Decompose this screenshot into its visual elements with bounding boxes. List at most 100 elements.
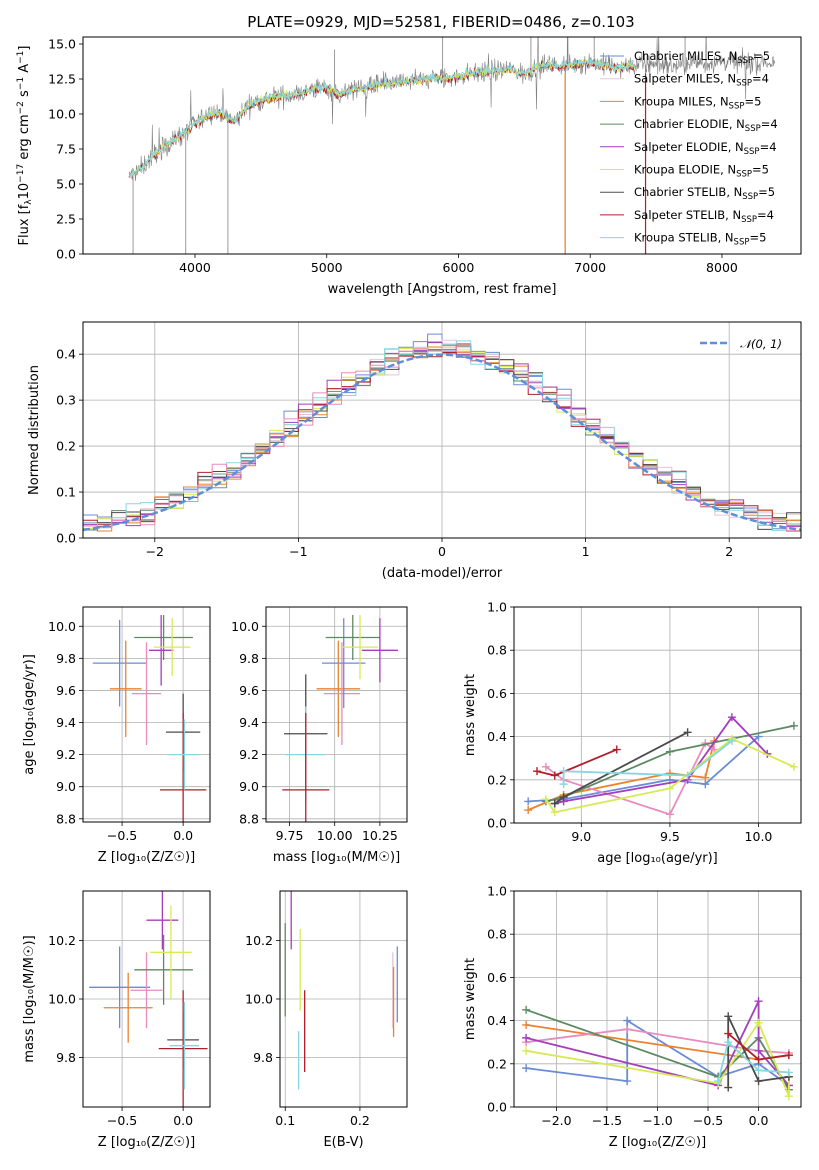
y-tick-label: 9.8 [56, 1050, 76, 1065]
weight-point-marker [612, 745, 621, 754]
y-tick-label: 0.2 [56, 439, 76, 454]
legend-entry-name: Kroupa STELIB, N [634, 231, 734, 245]
weight-point-marker [789, 762, 798, 771]
axes-frame [513, 606, 802, 824]
legend-entry-count: =4 [761, 117, 778, 131]
y-axis-label-part: −1 [16, 51, 26, 64]
legend-entry: Chabrier MILES, NSSP=5 [634, 49, 770, 66]
x-tick-label: 10.0 [745, 829, 773, 844]
weight-point-marker [522, 1005, 531, 1014]
y-axis-label-part: −1 [16, 77, 26, 90]
x-tick-label: 1 [582, 544, 590, 559]
legend-entry-subscript: SSP [741, 215, 757, 225]
weight-point-marker [623, 1025, 632, 1034]
y-tick-label: 0.6 [487, 970, 507, 985]
weight-point-marker [541, 762, 550, 771]
weight-point-marker [559, 793, 568, 802]
weight-point-marker [754, 1018, 763, 1027]
legend-entry-name: Chabrier ELODIE, N [634, 117, 745, 131]
errorbar-point [150, 905, 192, 999]
errorbars [284, 891, 398, 1090]
y-axis-label: age [log₁₀(age/yr)] [22, 654, 37, 775]
y-axis-label-part: Flux [f [17, 204, 32, 245]
z-weight-panel: −2.0 −1.5 −1.0 −0.5 0.0 0.0 0.2 0.4 0.6 0.8 1.0 Z [… [463, 884, 802, 1150]
y-tick-label: 10.0 [245, 992, 273, 1007]
weight-point-marker [522, 1033, 531, 1042]
legend-entry-count: =5 [752, 163, 769, 177]
x-tick-label: 8000 [706, 260, 738, 275]
weight-point-marker [665, 747, 674, 756]
legend-entry: Chabrier ELODIE, NSSP=4 [634, 117, 778, 134]
errorbar-point [109, 640, 142, 737]
x-axis-label: (data-model)/error [382, 566, 503, 581]
y-axis-label: mass weight [463, 958, 478, 1040]
weight-series-line [525, 1008, 790, 1091]
errorbar-point [323, 642, 360, 745]
model-spectrum-line [128, 58, 637, 178]
legend-entry-subscript: SSP [745, 124, 761, 134]
histograms [83, 333, 801, 538]
legend-entry-name: Chabrier MILES, N [634, 49, 737, 63]
y-tick-label: 9.0 [239, 779, 259, 794]
spectrum-title: PLATE=0929, MJD=52581, FIBERID=0486, z=0… [247, 13, 634, 31]
errorbar-point [146, 891, 179, 950]
weight-point-marker [724, 1012, 733, 1021]
y-axis-label: mass [log₁₀(M/M☉)] [22, 935, 37, 1062]
y-axis-label-part: −2 [16, 101, 26, 114]
y-axis-label: Normed distribution [27, 365, 42, 495]
axes-frame [82, 36, 802, 255]
y-tick-label: 0.4 [487, 1013, 507, 1028]
x-tick-label: 2 [725, 544, 733, 559]
y-tick-label: 0.8 [487, 927, 507, 942]
weight-point-marker [789, 721, 798, 730]
weight-point-marker [724, 1029, 733, 1038]
legend-entry-count: =5 [749, 231, 766, 245]
weight-point-marker [683, 728, 692, 737]
weight-point-marker [724, 1083, 733, 1092]
weight-point-marker [784, 1051, 793, 1060]
y-tick-label: 0.3 [56, 393, 76, 408]
x-tick-label: 4000 [179, 260, 211, 275]
x-tick-label: −1 [289, 544, 307, 559]
weight-point-marker [524, 797, 533, 806]
legend-entry-count: =4 [757, 208, 774, 222]
errorbar-point [103, 972, 153, 1043]
legend-entry-count: =4 [752, 72, 769, 86]
x-tick-label: 0.2 [350, 1113, 370, 1128]
y-tick-label: 1.0 [487, 884, 507, 899]
x-tick-label: 0 [438, 544, 446, 559]
y-tick-label: 9.8 [239, 651, 259, 666]
weight-series [522, 997, 793, 1101]
y-axis-label-part: 10 [17, 183, 32, 200]
weight-series [524, 713, 798, 819]
y-tick-label: 10.2 [48, 933, 76, 948]
x-tick-label: 0.0 [173, 1113, 193, 1128]
x-axis-label: E(B-V) [323, 1135, 363, 1150]
weight-point-marker [724, 1038, 733, 1047]
y-axis-label-part: ] [17, 46, 32, 51]
y-tick-label: 10.0 [48, 107, 76, 122]
mass-age-panel: 9.75 10.00 10.25 8.8 9.0 9.2 9.4 9.6 9.8 10.0 mass… [231, 606, 408, 865]
y-tick-label: 0.0 [56, 531, 76, 546]
weight-point-marker [754, 1066, 763, 1075]
weight-point-marker [784, 1092, 793, 1101]
legend-entry: Salpeter MILES, NSSP=4 [634, 72, 769, 89]
legend-entry: Chabrier STELIB, NSSP=5 [634, 185, 775, 202]
axes-frame [82, 606, 211, 823]
errorbar-point [168, 719, 201, 790]
weight-point-marker [665, 769, 674, 778]
legend-entry: Kroupa ELODIE, NSSP=5 [634, 163, 769, 180]
y-tick-label: 9.2 [239, 747, 259, 762]
errorbar-point [148, 615, 174, 686]
errorbar-point [134, 615, 193, 660]
y-tick-label: 10.2 [245, 933, 273, 948]
y-tick-label: 10.0 [48, 619, 76, 634]
errorbars [92, 615, 207, 822]
errorbar-point [316, 640, 360, 737]
weight-point-marker [533, 767, 542, 776]
legend-entry-name: Salpeter STELIB, N [634, 208, 741, 222]
errorbars [89, 891, 208, 1107]
errorbar-point [134, 934, 193, 1005]
y-tick-label: 9.8 [56, 651, 76, 666]
